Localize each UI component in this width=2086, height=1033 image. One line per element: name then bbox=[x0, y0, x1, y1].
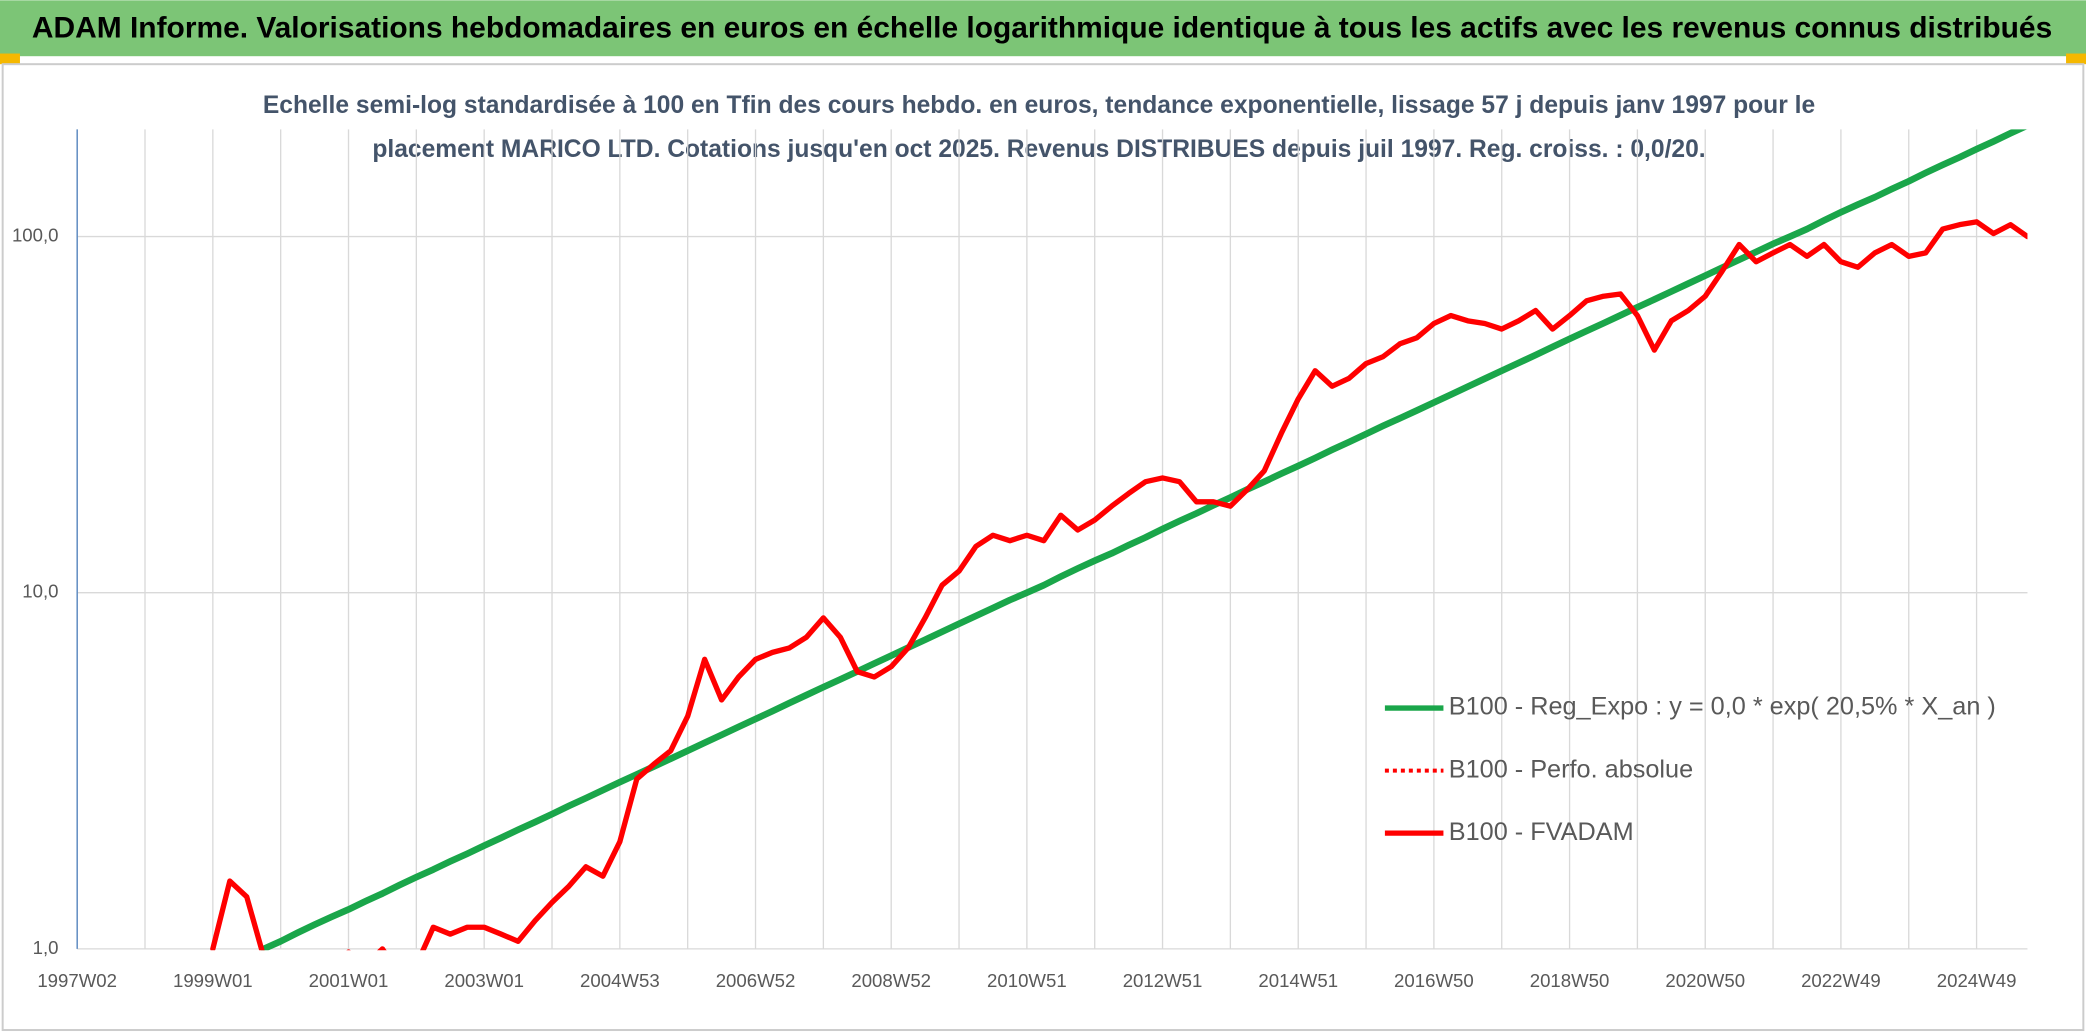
x-tick-label: 2004W53 bbox=[580, 970, 660, 991]
series-line bbox=[260, 129, 2028, 951]
chart-subtitle: Echelle semi-log standardisée à 100 en T… bbox=[263, 92, 1815, 119]
y-tick-label: 1,0 bbox=[33, 937, 59, 958]
legend-label: B100 - Perfo. absolue bbox=[1449, 755, 1693, 783]
x-tick-label: 2003W01 bbox=[444, 970, 524, 991]
x-tick-label: 2010W51 bbox=[987, 970, 1067, 991]
chart-title: ADAM Informe. Valorisations hebdomadaire… bbox=[32, 11, 2052, 44]
x-tick-label: 2024W49 bbox=[1937, 970, 2017, 991]
x-tick-label: 2018W50 bbox=[1530, 970, 1610, 991]
x-tick-label: 2012W51 bbox=[1123, 970, 1203, 991]
series-group bbox=[260, 129, 2028, 951]
y-tick-label: 10,0 bbox=[22, 581, 58, 602]
chart-subtitle: placement MARICO LTD. Cotations jusqu'en… bbox=[372, 136, 1705, 163]
legend-label: B100 - FVADAM bbox=[1449, 818, 1634, 846]
x-tick-label: 1999W01 bbox=[173, 970, 253, 991]
corner-mark bbox=[0, 53, 20, 65]
x-tick-label: 2016W50 bbox=[1394, 970, 1474, 991]
x-tick-label: 2014W51 bbox=[1258, 970, 1338, 991]
header-bar bbox=[0, 0, 2086, 57]
legend-label: B100 - Reg_Expo : y = 0,0 * exp( 20,5% *… bbox=[1449, 693, 1996, 721]
y-tick-label: 100,0 bbox=[12, 224, 59, 245]
chart-frame bbox=[1, 63, 2085, 1032]
x-tick-label: 2006W52 bbox=[716, 970, 796, 991]
x-tick-label: 2001W01 bbox=[309, 970, 389, 991]
x-tick-label: 2022W49 bbox=[1801, 970, 1881, 991]
x-tick-label: 1997W02 bbox=[37, 970, 117, 991]
series-group bbox=[210, 219, 2028, 951]
x-tick-label: 2008W52 bbox=[851, 970, 931, 991]
corner-mark bbox=[2066, 53, 2086, 65]
series-line bbox=[210, 219, 2028, 951]
x-tick-label: 2020W50 bbox=[1665, 970, 1745, 991]
